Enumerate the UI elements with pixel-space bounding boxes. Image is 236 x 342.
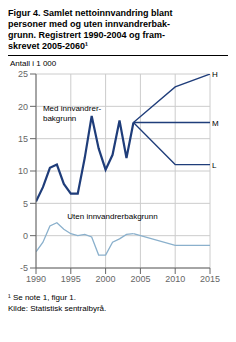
svg-text:H: H <box>212 70 218 79</box>
svg-text:2015: 2015 <box>200 274 220 284</box>
html-text:¹ Se note 1, figur 1.: ¹ Se note 1, figur 1. <box>8 293 76 302</box>
svg-text:25: 25 <box>18 69 28 79</box>
html-text:Antall i 1 000: Antall i 1 000 <box>10 59 57 68</box>
svg-text:10: 10 <box>18 166 28 176</box>
svg-text:2000: 2000 <box>96 274 116 284</box>
svg-text:L: L <box>212 161 217 170</box>
svg-text:5: 5 <box>23 199 28 209</box>
svg-text:-5: -5 <box>20 263 28 273</box>
svg-text:2010: 2010 <box>165 274 185 284</box>
svg-text:1990: 1990 <box>26 274 46 284</box>
html-text:personer med og uten innvandre: personer med og uten innvandrerbak- <box>8 19 170 29</box>
svg-text:1995: 1995 <box>61 274 81 284</box>
svg-text:M: M <box>212 119 219 128</box>
svg-text:0: 0 <box>23 231 28 241</box>
html-text:Figur 4. Samlet nettoinnvandri: Figur 4. Samlet nettoinnvandring blant <box>8 8 173 18</box>
html-text:skrevet 2005-2060¹: skrevet 2005-2060¹ <box>8 41 89 51</box>
svg-text:15: 15 <box>18 134 28 144</box>
svg-text:Med innvandrer-bakgrunn: Med innvandrer-bakgrunn <box>43 104 102 123</box>
html-text:Kilde: Statistisk sentralbyrå.: Kilde: Statistisk sentralbyrå. <box>8 304 107 313</box>
svg-text:Uten innvandrerbakgrunn: Uten innvandrerbakgrunn <box>67 212 157 221</box>
html-text:grunn. Registrert 1990-2004 og: grunn. Registrert 1990-2004 og fram- <box>8 30 166 40</box>
svg-text:2005: 2005 <box>130 274 150 284</box>
svg-text:20: 20 <box>18 102 28 112</box>
